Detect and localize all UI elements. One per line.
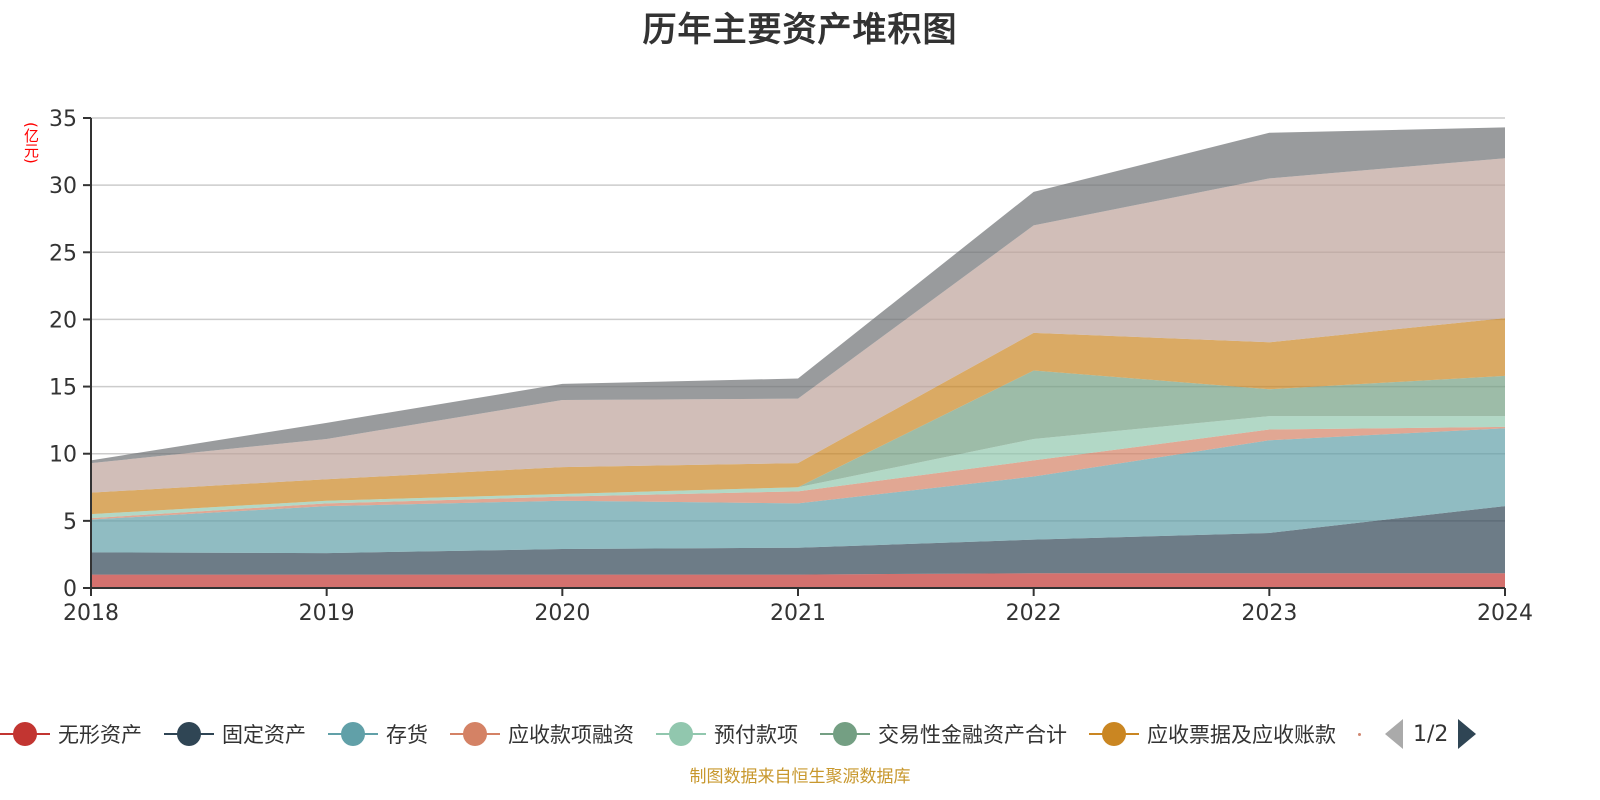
x-tick-label: 2022 bbox=[1006, 601, 1062, 626]
legend-label: 无形资产 bbox=[58, 723, 142, 747]
x-tick-label: 2023 bbox=[1241, 601, 1297, 626]
axes: 0 5 10 15 20 25 30 35 2018 2019 2020 2021 2022 2023 20… bbox=[49, 107, 1533, 626]
legend-label: 交易性金融资产合计 bbox=[878, 723, 1067, 747]
legend-marker-icon bbox=[450, 721, 500, 747]
y-tick-label: 35 bbox=[49, 107, 77, 132]
legend-label: 存货 bbox=[386, 723, 428, 747]
area-series bbox=[91, 127, 1505, 588]
y-tick-label: 15 bbox=[49, 376, 77, 401]
legend-label: 预付款项 bbox=[714, 723, 798, 747]
legend-item-6[interactable]: 交易性金融资产合计 bbox=[820, 719, 1067, 749]
legend-item-1[interactable]: 无形资产 bbox=[0, 719, 142, 749]
legend-marker-icon bbox=[0, 721, 50, 747]
legend-item-2[interactable]: 固定资产 bbox=[164, 719, 306, 749]
stacked-area-chart: 0 5 10 15 20 25 30 35 2018 2019 2020 2021 2022 2023 20… bbox=[49, 107, 1533, 626]
y-tick-label: 0 bbox=[63, 577, 77, 602]
chart-title: 历年主要资产堆积图 bbox=[642, 10, 958, 50]
legend-item-3[interactable]: 存货 bbox=[328, 719, 428, 749]
area-series-5[interactable] bbox=[91, 416, 1505, 519]
y-tick-label: 25 bbox=[49, 241, 77, 266]
area-series-2[interactable] bbox=[91, 506, 1505, 575]
legend-marker-icon bbox=[656, 721, 706, 747]
legend-item-4[interactable]: 应收款项融资 bbox=[450, 719, 634, 749]
legend-separator-dot bbox=[1358, 732, 1361, 736]
area-series-9[interactable] bbox=[91, 127, 1505, 464]
area-series-6[interactable] bbox=[91, 370, 1505, 515]
x-tick-label: 2021 bbox=[770, 601, 826, 626]
area-series-1[interactable] bbox=[91, 573, 1505, 588]
legend-next-page-icon[interactable] bbox=[1458, 719, 1477, 749]
x-tick-label: 2020 bbox=[534, 601, 590, 626]
legend-marker-icon bbox=[164, 721, 214, 747]
legend-marker-icon bbox=[328, 721, 378, 747]
y-tick-label: 5 bbox=[63, 510, 77, 535]
area-series-8[interactable] bbox=[91, 158, 1505, 493]
legend-label: 固定资产 bbox=[222, 723, 306, 747]
legend-marker-icon bbox=[1089, 721, 1139, 747]
legend-prev-page-icon[interactable] bbox=[1385, 719, 1403, 749]
y-tick-label: 10 bbox=[49, 443, 77, 468]
legend-label: 应收款项融资 bbox=[508, 723, 634, 747]
y-axis-unit-label: (亿元) bbox=[22, 122, 40, 164]
legend-marker-icon bbox=[820, 721, 870, 747]
y-tick-label: 20 bbox=[49, 308, 77, 333]
area-series-7[interactable] bbox=[91, 318, 1505, 515]
x-tick-label: 2019 bbox=[299, 601, 355, 626]
legend-label: 应收票据及应收账款 bbox=[1147, 723, 1336, 747]
area-series-4[interactable] bbox=[91, 426, 1505, 520]
area-series-3[interactable] bbox=[91, 428, 1505, 554]
legend-item-5[interactable]: 预付款项 bbox=[656, 719, 798, 749]
legend-page-indicator: 1/2 bbox=[1413, 721, 1449, 747]
legend: 无形资产 固定资产 存货 应收款项融资 预付款项 交易性金融资产合计 应收票据及应收账款 1… bbox=[0, 716, 1477, 752]
legend-item-7[interactable]: 应收票据及应收账款 bbox=[1089, 719, 1336, 749]
y-tick-label: 30 bbox=[49, 174, 77, 199]
x-tick-label: 2024 bbox=[1477, 601, 1533, 626]
source-note: 制图数据来自恒生聚源数据库 bbox=[689, 767, 911, 787]
legend-pager: 1/2 bbox=[1385, 719, 1477, 749]
x-tick-label: 2018 bbox=[63, 601, 119, 626]
